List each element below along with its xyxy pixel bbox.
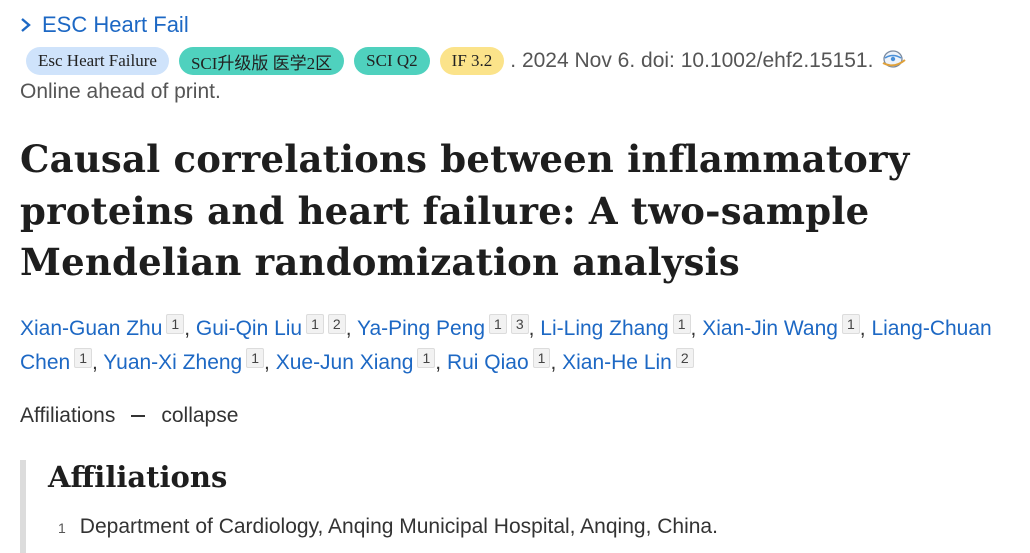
- author-name-link[interactable]: Gui-Qin Liu: [195, 317, 303, 340]
- author-separator: ,: [435, 351, 447, 374]
- author-item: Xue-Jun Xiang 1: [275, 348, 436, 374]
- author-separator: ,: [345, 317, 357, 340]
- author-item: Rui Qiao 1: [446, 348, 551, 374]
- author-separator: ,: [528, 317, 541, 340]
- author-item: Liang-Chuan Chen 1: [20, 317, 992, 374]
- affiliation-ref[interactable]: 1: [532, 348, 551, 368]
- affiliations-toggle-label: Affiliations: [20, 404, 116, 427]
- journal-link-label: ESC Heart Fail: [42, 12, 189, 37]
- affiliations-heading: Affiliations: [48, 460, 228, 494]
- citation-globe-icon[interactable]: [879, 47, 909, 75]
- article-title: Causal correlations between inflammatory…: [20, 137, 910, 284]
- author-item: Xian-Guan Zhu 1: [20, 314, 185, 340]
- collapse-link[interactable]: collapse: [161, 404, 239, 427]
- author-name-link[interactable]: Ya-Ping Peng: [357, 317, 486, 340]
- affiliation-ref[interactable]: 3: [510, 314, 529, 334]
- author-name-link[interactable]: Rui Qiao: [446, 351, 529, 374]
- author-item: Li-Ling Zhang 1: [540, 314, 691, 340]
- affiliation-text: Department of Cardiology, Anqing Municip…: [79, 515, 718, 538]
- author-separator: ,: [690, 317, 703, 340]
- author-item: Gui-Qin Liu 1 2: [195, 314, 346, 340]
- affiliation-ref[interactable]: 1: [672, 314, 691, 334]
- author-item: Ya-Ping Peng 1 3: [357, 314, 529, 340]
- affiliation-ref[interactable]: 1: [74, 348, 92, 368]
- author-name-link[interactable]: Xian-Jin Wang: [702, 317, 838, 340]
- citation-text: . 2024 Nov 6. doi: 10.1002/ehf2.15151.: [510, 49, 874, 72]
- author-name-link[interactable]: Xue-Jun Xiang: [275, 351, 414, 374]
- author-name-link[interactable]: Xian-He Lin: [562, 351, 672, 374]
- journal-badge[interactable]: Esc Heart Failure: [26, 47, 169, 75]
- author-separator: ,: [92, 351, 104, 374]
- author-separator: ,: [859, 317, 872, 340]
- author-list: Xian-Guan Zhu 1, Gui-Qin Liu 1 2, Ya-Ping P…: [20, 312, 1020, 380]
- affiliation-ref[interactable]: 1: [306, 314, 324, 334]
- affiliations-toggle[interactable]: Affiliations collapse: [20, 404, 238, 428]
- affiliation-ref[interactable]: 1: [166, 314, 185, 334]
- author-item: Xian-Jin Wang 1: [702, 314, 860, 340]
- author-name-link[interactable]: Liang-Chuan Chen: [20, 317, 992, 374]
- author-name-link[interactable]: Yuan-Xi Zheng: [103, 351, 243, 374]
- affiliations-panel: Affiliations 1 Department of Cardiology,…: [20, 460, 1026, 553]
- impact-factor-badge[interactable]: IF 3.2: [439, 47, 505, 75]
- author-name-link[interactable]: Xian-Guan Zhu: [20, 317, 163, 340]
- journal-link[interactable]: ESC Heart Fail: [20, 12, 189, 38]
- minus-icon: [131, 415, 146, 417]
- affiliation-ref[interactable]: 1: [246, 348, 265, 368]
- author-separator: ,: [184, 317, 196, 340]
- affiliation-item: 1 Department of Cardiology, Anqing Munic…: [58, 515, 718, 539]
- affiliation-ref[interactable]: 1: [417, 348, 436, 368]
- author-item: Xian-He Lin 2: [562, 348, 694, 374]
- affiliation-ref[interactable]: 1: [841, 314, 860, 334]
- affiliation-ref[interactable]: 2: [327, 314, 346, 334]
- author-separator: ,: [550, 351, 563, 374]
- chevron-right-icon: [21, 18, 31, 32]
- publication-status: Online ahead of print.: [20, 80, 221, 103]
- author-item: Yuan-Xi Zheng 1: [103, 348, 265, 374]
- affiliation-ref[interactable]: 1: [489, 314, 507, 334]
- badges-row: Esc Heart Failure SCI升级版 医学2区 SCI Q2 IF …: [26, 45, 909, 77]
- affiliation-ref[interactable]: 2: [675, 348, 694, 368]
- affiliation-number: 1: [58, 520, 66, 536]
- author-separator: ,: [264, 351, 276, 374]
- sci-rank-badge[interactable]: SCI升级版 医学2区: [178, 47, 345, 75]
- author-name-link[interactable]: Li-Ling Zhang: [540, 317, 669, 340]
- sci-quartile-badge[interactable]: SCI Q2: [354, 47, 430, 75]
